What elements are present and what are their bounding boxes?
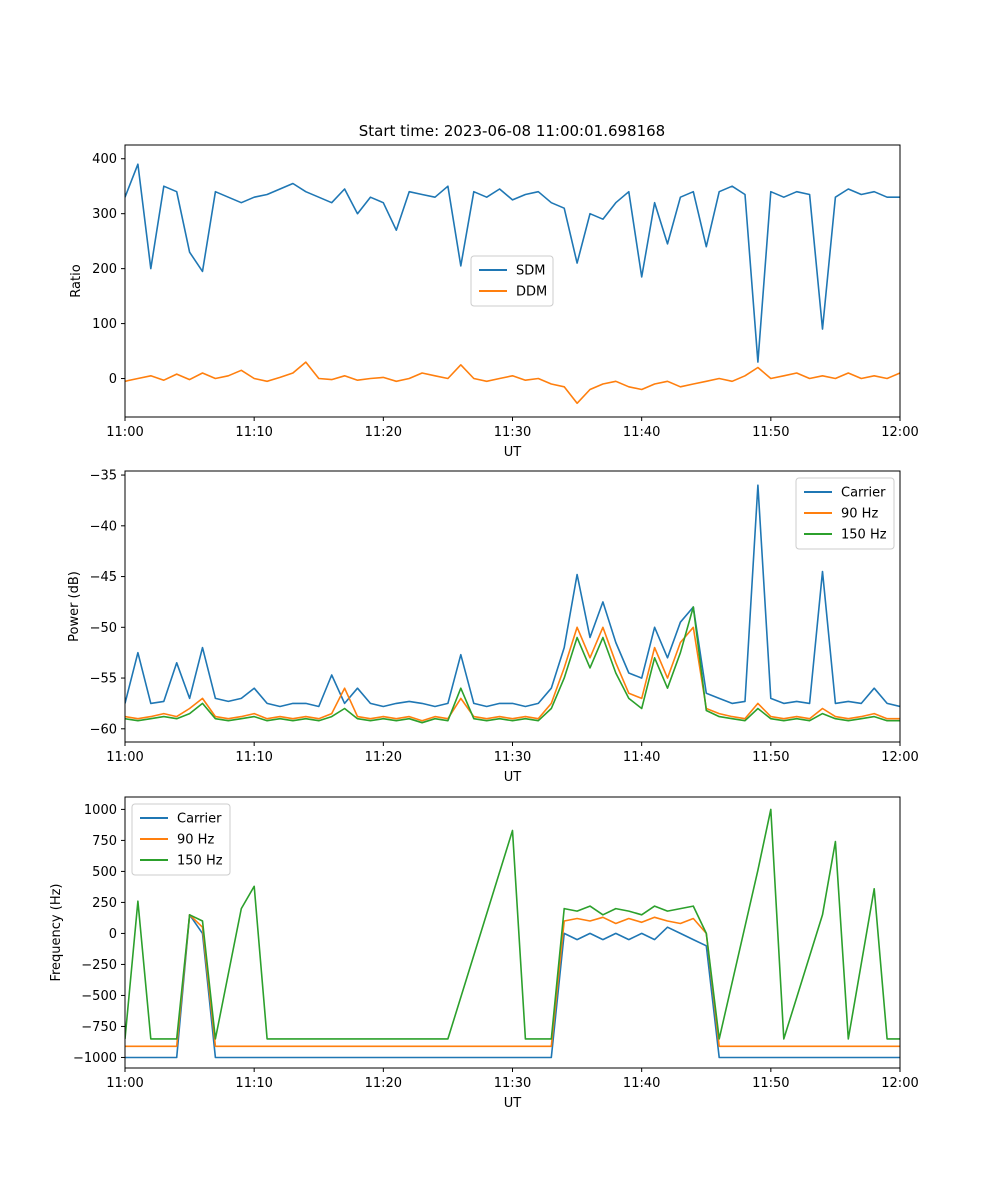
- legend-label: DDM: [516, 285, 547, 300]
- series-line-90-hz: [125, 626, 900, 722]
- y-tick-label: −35: [90, 469, 117, 484]
- y-tick-label: −750: [81, 1020, 117, 1035]
- x-tick-label: 11:10: [235, 750, 272, 765]
- y-tick-label: 0: [109, 372, 117, 387]
- y-tick-label: 400: [92, 152, 117, 167]
- x-tick-label: 11:30: [494, 1076, 531, 1091]
- figure-title: Start time: 2023-06-08 11:00:01.698168: [359, 122, 665, 140]
- legend: Carrier 90 Hz 150 Hz: [795, 477, 895, 550]
- legend-box: [470, 255, 554, 307]
- y-tick-label: −50: [90, 621, 117, 636]
- chart-panel-2: 11:00 11:10 11:20 11:30 11:40 11:50 12:00 −60 −5…: [67, 469, 919, 785]
- legend-box: [795, 477, 895, 550]
- y-tick-label: 100: [92, 317, 117, 332]
- x-tick-label: 11:00: [106, 750, 143, 765]
- legend-box: [131, 803, 231, 876]
- y-tick-label: 200: [92, 262, 117, 277]
- x-tick-label: 11:50: [752, 425, 789, 440]
- y-axis-label: Power (dB): [67, 571, 82, 642]
- y-tick-label: 0: [109, 927, 117, 942]
- y-tick-label: 500: [92, 865, 117, 880]
- series-line-150-hz: [125, 606, 900, 724]
- x-tick-label: 11:20: [365, 1076, 402, 1091]
- y-tick-label: −1000: [73, 1051, 117, 1066]
- x-tick-label: 11:10: [235, 1076, 272, 1091]
- x-tick-label: 12:00: [881, 1076, 918, 1091]
- y-tick-label: −45: [90, 570, 117, 585]
- chart-panel-1: 11:00 11:10 11:20 11:30 11:40 11:50 12:00 0 100 2…: [69, 144, 919, 460]
- series-line-sdm: [125, 163, 900, 363]
- y-tick-label: −250: [81, 958, 117, 973]
- x-axis-label: UT: [504, 445, 522, 460]
- x-tick-label: 12:00: [881, 750, 918, 765]
- legend-label: 90 Hz: [177, 833, 214, 848]
- x-tick-label: 12:00: [881, 425, 918, 440]
- y-axis-label: Ratio: [69, 264, 84, 297]
- x-tick-label: 11:30: [494, 750, 531, 765]
- legend-label: 150 Hz: [841, 528, 887, 543]
- x-tick-label: 11:00: [106, 1076, 143, 1091]
- y-tick-label: 1000: [84, 803, 117, 818]
- y-axis-label: Frequency (Hz): [49, 883, 64, 981]
- x-tick-label: 11:20: [365, 425, 402, 440]
- x-tick-label: 11:00: [106, 425, 143, 440]
- x-tick-label: 11:50: [752, 1076, 789, 1091]
- y-tick-label: 250: [92, 896, 117, 911]
- y-tick-label: −60: [90, 722, 117, 737]
- y-tick-label: 300: [92, 207, 117, 222]
- legend-label: 90 Hz: [841, 507, 878, 522]
- x-axis-label: UT: [504, 1096, 522, 1111]
- legend: Carrier 90 Hz 150 Hz: [131, 803, 231, 876]
- y-tick-label: −40: [90, 519, 117, 534]
- chart-panel-3: 11:00 11:10 11:20 11:30 11:40 11:50 12:00 −1000…: [49, 796, 919, 1111]
- panels: 11:00 11:10 11:20 11:30 11:40 11:50 12:00 0 100 2…: [49, 144, 919, 1111]
- y-tick-label: 750: [92, 834, 117, 849]
- y-tick-label: −500: [81, 989, 117, 1004]
- x-axis-label: UT: [504, 770, 522, 785]
- legend-label: SDM: [516, 264, 545, 279]
- x-tick-label: 11:30: [494, 425, 531, 440]
- legend-label: 150 Hz: [177, 854, 223, 869]
- x-tick-label: 11:10: [235, 425, 272, 440]
- x-tick-label: 11:40: [623, 425, 660, 440]
- series-line-150-hz: [125, 808, 900, 1040]
- legend: SDM DDM: [470, 255, 554, 307]
- series-line-carrier: [125, 913, 900, 1059]
- series-line-carrier: [125, 484, 900, 708]
- x-tick-label: 11:40: [623, 1076, 660, 1091]
- x-tick-label: 11:40: [623, 750, 660, 765]
- series-line-ddm: [125, 361, 900, 405]
- legend-label: Carrier: [177, 812, 222, 827]
- legend-label: Carrier: [841, 486, 886, 501]
- x-tick-label: 11:50: [752, 750, 789, 765]
- y-tick-label: −55: [90, 672, 117, 687]
- x-tick-label: 11:20: [365, 750, 402, 765]
